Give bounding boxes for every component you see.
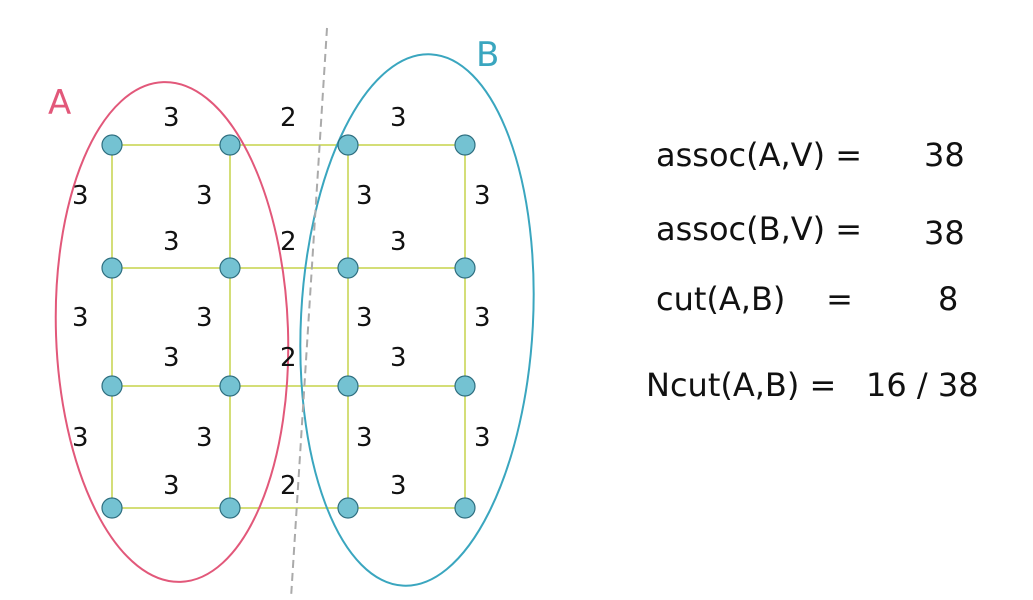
weight-h-3-1: 2 (280, 471, 297, 501)
node-3-1 (219, 497, 241, 519)
weight-v-0-0: 3 (72, 181, 89, 211)
node-1-3 (454, 257, 476, 279)
equation-assoc-b-lhs: assoc(B,V) = (656, 210, 862, 248)
set-b-ellipse (299, 53, 535, 587)
weight-h-2-2: 3 (390, 343, 407, 373)
weight-v-2-3: 3 (474, 423, 491, 453)
equation-assoc-a-lhs: assoc(A,V) = (656, 136, 862, 174)
equation-ncut-rhs: 16 / 38 (866, 366, 979, 404)
weight-h-3-2: 3 (390, 471, 407, 501)
weight-v-2-0: 3 (72, 423, 89, 453)
weight-h-0-2: 3 (390, 103, 407, 133)
weight-v-1-3: 3 (474, 303, 491, 333)
grid-edges (111, 144, 466, 509)
equation-ncut-lhs: Ncut(A,B) = (646, 366, 836, 404)
node-3-0 (101, 497, 123, 519)
node-1-0 (101, 257, 123, 279)
equation-cut-lhs: cut(A,B) = (656, 280, 853, 318)
weight-v-0-1: 3 (196, 181, 213, 211)
node-2-1 (219, 375, 241, 397)
set-a-ellipse (54, 81, 290, 583)
node-1-2 (337, 257, 359, 279)
weight-h-1-2: 3 (390, 227, 407, 257)
node-0-3 (454, 134, 476, 156)
weight-v-0-2: 3 (356, 181, 373, 211)
weight-h-3-0: 3 (163, 471, 180, 501)
weight-v-2-1: 3 (196, 423, 213, 453)
weight-h-0-1: 2 (280, 103, 297, 133)
weight-v-2-2: 3 (356, 423, 373, 453)
node-0-0 (101, 134, 123, 156)
weight-h-1-0: 3 (163, 227, 180, 257)
cut-line (290, 27, 328, 599)
weight-h-2-1: 2 (280, 343, 297, 373)
weight-v-0-3: 3 (474, 181, 491, 211)
node-3-3 (454, 497, 476, 519)
node-3-2 (337, 497, 359, 519)
set-a-label: A (48, 83, 71, 123)
equation-assoc-b-rhs: 38 (924, 214, 965, 252)
equations: assoc(A,V) = 38 assoc(B,V) = 38 cut(A,B)… (646, 136, 979, 404)
weight-v-1-1: 3 (196, 303, 213, 333)
node-0-1 (219, 134, 241, 156)
edge-weights: 3 2 33 2 33 2 33 2 33 3 3 33 3 3 33 3 3 3 (72, 103, 491, 501)
grid-nodes (101, 134, 476, 519)
equation-cut-rhs: 8 (938, 280, 958, 318)
node-2-2 (337, 375, 359, 397)
node-1-1 (219, 257, 241, 279)
weight-h-1-1: 2 (280, 227, 297, 257)
weight-v-1-2: 3 (356, 303, 373, 333)
weight-h-2-0: 3 (163, 343, 180, 373)
weight-h-0-0: 3 (163, 103, 180, 133)
equation-assoc-a-rhs: 38 (924, 136, 965, 174)
node-2-3 (454, 375, 476, 397)
node-2-0 (101, 375, 123, 397)
weight-v-1-0: 3 (72, 303, 89, 333)
node-0-2 (337, 134, 359, 156)
set-b-label: B (476, 35, 499, 75)
